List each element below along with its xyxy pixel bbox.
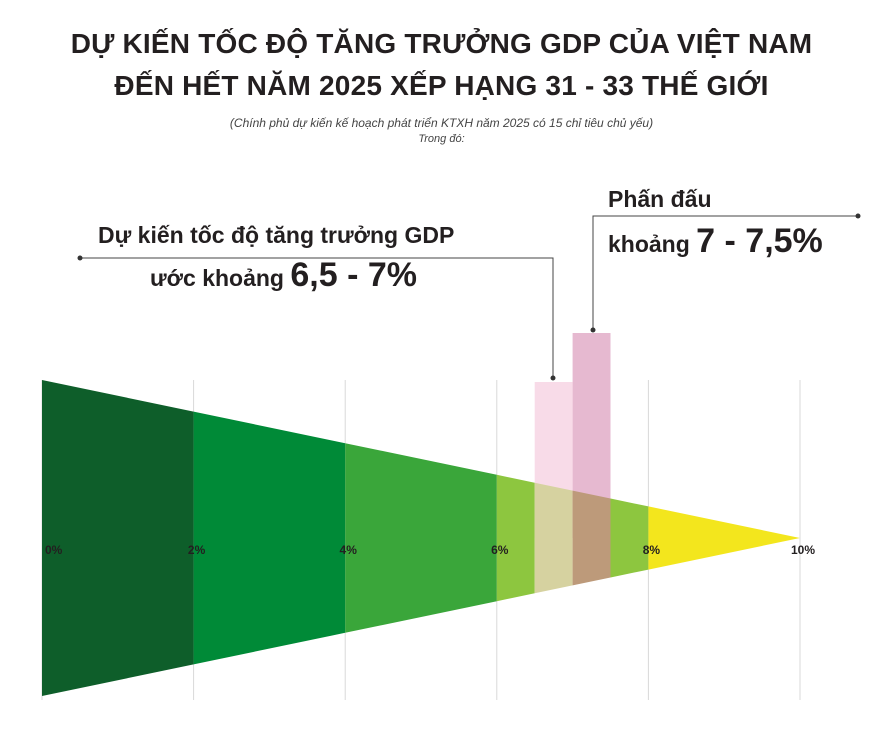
gdp-forecast-prefix: ước khoảng	[150, 265, 284, 291]
target-prefix: khoảng	[608, 231, 690, 257]
leader-dot-target	[855, 213, 861, 219]
target-value-line: khoảng 7 - 7,5%	[608, 222, 823, 261]
target-value: 7 - 7,5%	[696, 222, 823, 260]
leader-line-target	[592, 215, 858, 330]
band-1	[193, 411, 346, 665]
chart-subtitle: (Chính phủ dự kiến kế hoạch phát triển K…	[229, 116, 654, 130]
gdp-forecast-label: Dự kiến tốc độ tăng trưởng GDP	[98, 222, 455, 248]
band-0	[42, 380, 194, 696]
band-7	[648, 506, 800, 570]
tick-label-4: 8%	[643, 543, 661, 557]
gdp-forecast-value-line: ước khoảng 6,5 - 7%	[150, 256, 417, 295]
gdp-forecast-value: 6,5 - 7%	[290, 256, 417, 294]
tick-label-2: 4%	[340, 543, 358, 557]
tick-label-1: 2%	[188, 543, 206, 557]
leader-line-forecast	[80, 257, 554, 378]
target-annotation: Phấn đấu	[608, 186, 712, 213]
band-4	[534, 482, 573, 594]
target-label: Phấn đấu	[608, 186, 712, 212]
chart-title-line1: DỰ KIẾN TỐC ĐỘ TĂNG TRƯỞNG GDP CỦA VIỆT …	[70, 28, 813, 59]
band-5	[572, 490, 611, 586]
leader-dot-forecast	[77, 255, 83, 261]
band-2	[345, 443, 497, 633]
band-3	[496, 474, 535, 602]
leader-dot-forecast-end	[550, 375, 556, 381]
leader-dot-target-end	[590, 327, 596, 333]
band-6	[610, 498, 649, 578]
chart-subtitle-note: Trong đó:	[418, 133, 465, 145]
tick-label-3: 6%	[491, 543, 509, 557]
chart-title-line2: ĐẾN HẾT NĂM 2025 XẾP HẠNG 31 - 33 THẾ GI…	[114, 70, 769, 101]
tick-label-0: 0%	[45, 543, 63, 557]
gdp-forecast-annotation: Dự kiến tốc độ tăng trưởng GDP	[98, 222, 454, 249]
tick-label-5: 10%	[791, 543, 815, 557]
